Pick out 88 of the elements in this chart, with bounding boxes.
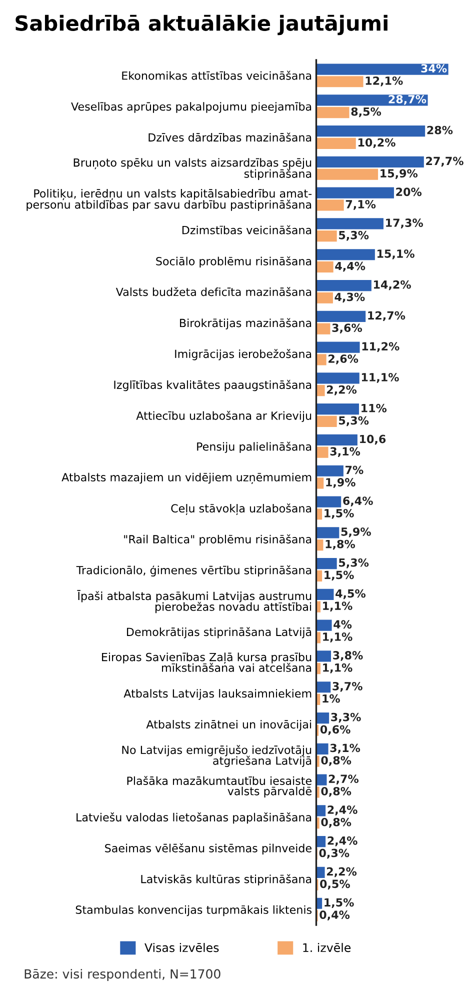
y-tick-label: Plašāka mazākumtautību iesaiste valsts pārvaldē bbox=[127, 776, 312, 798]
data-label: 11,1% bbox=[362, 373, 399, 383]
y-tick-label: Politiķu, ierēdņu un valsts kapitālsabiedrību amat- personu atbildības par savu darbību pastiprināšana bbox=[26, 189, 312, 211]
y-tick-label: Attiecību uzlabošana ar Krieviju bbox=[136, 410, 312, 422]
data-label: 14,2% bbox=[374, 280, 411, 290]
data-label: 11,2% bbox=[362, 342, 400, 352]
data-label: 1,1% bbox=[323, 663, 352, 674]
data-label: 4,5% bbox=[336, 589, 366, 600]
y-tick-label: Latviešu valodas lietošanas paplašināšana bbox=[76, 812, 312, 824]
data-label: 10,6 bbox=[360, 434, 386, 445]
data-label: 4% bbox=[334, 620, 352, 629]
y-tick-label: Izglītības kvalitātes paaugstināšana bbox=[114, 380, 312, 392]
data-label: 1% bbox=[322, 694, 340, 703]
y-tick-label: "Rail Baltica" problēmu risināšana bbox=[124, 534, 312, 546]
data-label: 1,5% bbox=[324, 508, 354, 519]
data-label: 1,1% bbox=[323, 632, 352, 642]
y-tick-label: Stambulas konvencijas turpmākais liktenis bbox=[76, 905, 312, 916]
data-label: 5,3% bbox=[339, 558, 369, 568]
data-label: 12,1% bbox=[366, 76, 403, 86]
y-tick-label: Īpaši atbalsta pasākumi Latvijas austrumu pierobežas novadu attīstībai bbox=[77, 590, 312, 614]
y-tick-label: Imigrācijas ierobežošana bbox=[175, 349, 312, 360]
chart-title: Sabiedrībā aktuālākie jautājumi bbox=[16, 14, 388, 36]
data-label: 3,1% bbox=[330, 744, 360, 754]
data-label: 20% bbox=[396, 188, 422, 196]
data-label: 28% bbox=[427, 126, 453, 134]
data-label: 1,5% bbox=[324, 898, 354, 908]
data-label: 15,9% bbox=[380, 169, 418, 179]
y-tick-label: Eiropas Savienības Zaļā kursa prasību mīkstināšana vai atcelšana bbox=[102, 652, 312, 672]
y-tick-label: Saeimas vēlēšanu sistēmas pilnveide bbox=[105, 843, 312, 855]
data-label: 3,1% bbox=[330, 447, 360, 457]
y-tick-label: Birokrātijas mazināšana bbox=[180, 318, 312, 330]
y-tick-label: Latviskās kultūras stiprināšana bbox=[141, 874, 312, 886]
data-label: 4,3% bbox=[334, 292, 365, 303]
y-tick-label: Tradicionālo, ģimenes vērtību stiprināšana bbox=[76, 565, 312, 576]
data-label: 8,5% bbox=[351, 107, 382, 118]
data-label: 12,7% bbox=[368, 311, 406, 322]
y-tick-label: Veselības aprūpes pakalpojumu pieejamība bbox=[71, 102, 312, 113]
data-label: 2,2% bbox=[326, 867, 357, 878]
data-label: 7,1% bbox=[346, 200, 376, 210]
data-label: 3,8% bbox=[333, 651, 363, 661]
data-label: 7% bbox=[346, 466, 364, 474]
data-label: 2,7% bbox=[328, 774, 359, 784]
data-label: 5,3% bbox=[339, 230, 369, 241]
data-label: 0,8% bbox=[321, 786, 352, 797]
y-tick-label: Atbalsts mazajiem un vidējiem uzņēmumiem bbox=[62, 472, 312, 484]
y-tick-label: Ekonomikas attīstības veicināšana bbox=[122, 70, 312, 80]
data-label: 0,8% bbox=[321, 818, 352, 828]
data-label: 2,6% bbox=[328, 354, 358, 364]
data-label: 0,8% bbox=[321, 756, 352, 766]
data-label: 0,4% bbox=[320, 910, 350, 920]
y-tick-label: Dzimstības veicināšana bbox=[182, 225, 312, 234]
y-tick-label: Pensiju palielināšana bbox=[197, 442, 312, 453]
data-label: 1,8% bbox=[326, 540, 356, 550]
y-tick-label: Ceļu stāvokļa uzlabošana bbox=[171, 504, 312, 516]
data-label: 3,6% bbox=[332, 324, 362, 334]
data-label: 1,5% bbox=[324, 570, 354, 581]
y-tick-label: No Latvijas emigrējušo iedzīvotāju atgriešana Latvijā bbox=[122, 745, 312, 767]
data-label: 34% bbox=[421, 64, 447, 72]
data-label: 4,4% bbox=[335, 262, 366, 272]
y-tick-label: Atbalsts zinātnei un inovācijai bbox=[146, 720, 312, 731]
data-label: 3,7% bbox=[332, 682, 362, 692]
y-tick-label: Dzīves dārdzības mazināšana bbox=[148, 132, 312, 142]
data-label: 2,2% bbox=[326, 385, 357, 396]
data-label: 27,7% bbox=[426, 156, 464, 167]
data-label: 17,3% bbox=[386, 218, 423, 228]
text: Bāze: visi respondenti, N=1700 bbox=[24, 968, 220, 982]
data-label: 11% bbox=[362, 404, 387, 412]
data-label: 5,3% bbox=[339, 416, 369, 426]
y-tick-label: Demokrātijas stiprināšana Latvijā bbox=[126, 627, 312, 638]
y-tick-label: Atbalsts Latvijas lauksaimniekiem bbox=[124, 689, 312, 700]
y-tick-label: Bruņoto spēku un valsts aizsardzības spēju stiprināšana bbox=[74, 158, 312, 180]
legend-label: Visas izvēles bbox=[144, 942, 219, 952]
data-label: 6,4% bbox=[343, 496, 373, 506]
data-label: 15,1% bbox=[378, 249, 414, 260]
y-tick-label: Valsts budžeta deficīta mazināšana bbox=[116, 287, 312, 296]
data-label: 2,4% bbox=[328, 806, 358, 816]
data-label: 0,5% bbox=[320, 880, 350, 890]
data-label: 1,9% bbox=[326, 478, 356, 488]
data-label: 0,3% bbox=[319, 848, 350, 859]
data-label: 10,2% bbox=[358, 138, 396, 148]
data-label: 2,4% bbox=[328, 836, 358, 846]
y-tick-label: Sociālo problēmu risināšana bbox=[156, 256, 312, 268]
data-label: 5,9% bbox=[341, 527, 371, 538]
legend-label: 1. izvēle bbox=[303, 942, 351, 952]
data-label: 1,1% bbox=[323, 602, 352, 612]
data-label: 28,7% bbox=[388, 94, 426, 105]
data-label: 0,6% bbox=[320, 725, 350, 736]
data-label: 3,3% bbox=[331, 712, 361, 723]
